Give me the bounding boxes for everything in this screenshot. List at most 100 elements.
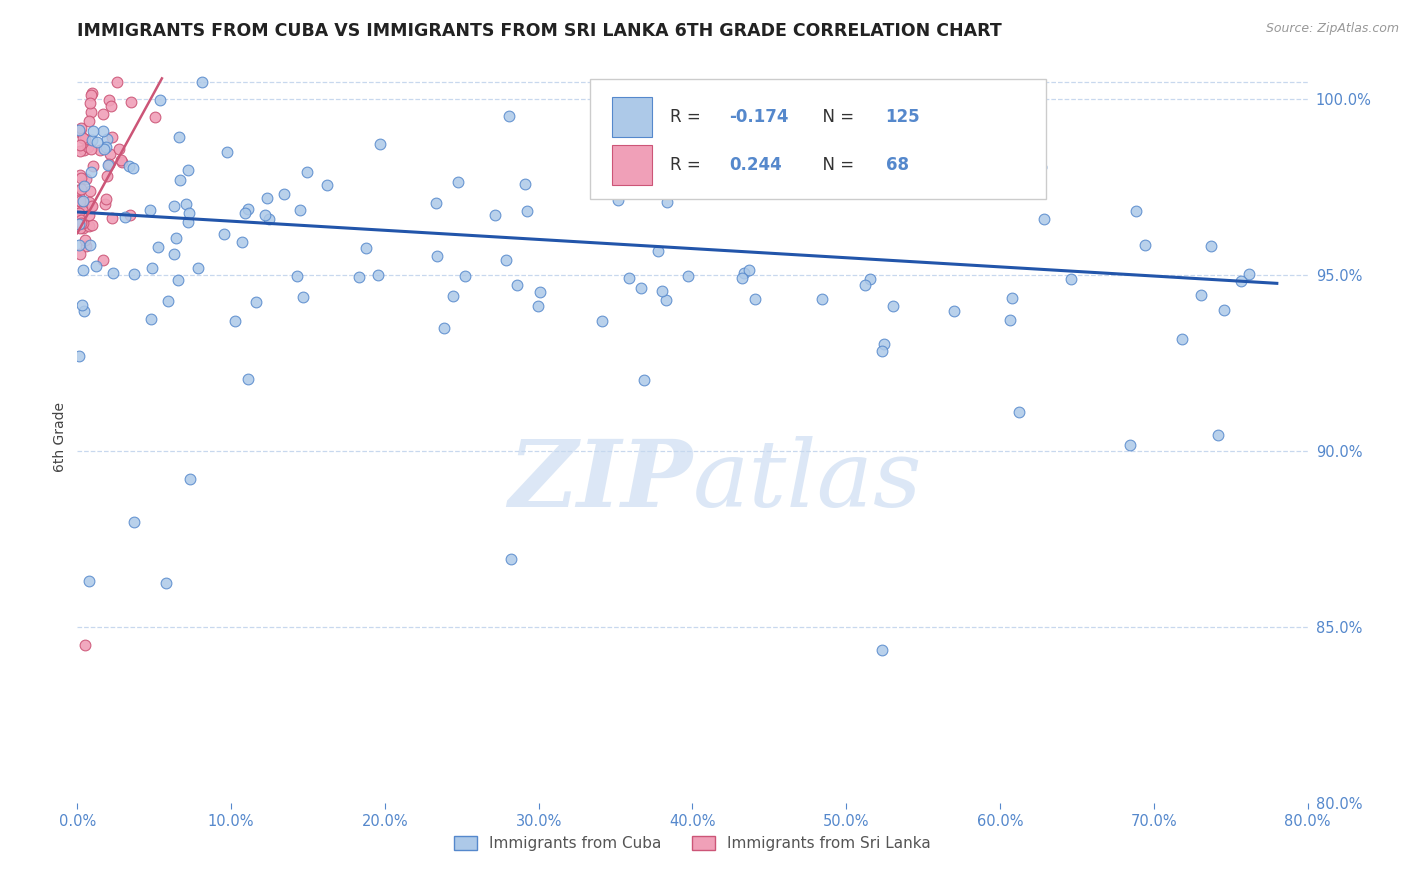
Point bbox=[157, 294, 180, 309]
Point bbox=[498, 109, 520, 123]
Point bbox=[77, 219, 100, 233]
Point bbox=[368, 137, 391, 152]
Point bbox=[354, 241, 377, 255]
Text: 68: 68 bbox=[886, 155, 908, 174]
Point bbox=[93, 142, 115, 156]
Point bbox=[179, 472, 201, 486]
Point bbox=[69, 247, 91, 261]
Point bbox=[1212, 302, 1234, 317]
Point bbox=[69, 194, 91, 208]
Point bbox=[1206, 428, 1229, 442]
Text: Source: ZipAtlas.com: Source: ZipAtlas.com bbox=[1265, 22, 1399, 36]
Point bbox=[1237, 267, 1260, 281]
Point bbox=[811, 292, 834, 306]
Point bbox=[245, 295, 267, 310]
Point bbox=[853, 278, 876, 293]
Point bbox=[82, 87, 104, 101]
Point bbox=[163, 199, 186, 213]
Point bbox=[118, 159, 141, 173]
Point bbox=[91, 124, 114, 138]
Point bbox=[77, 195, 100, 210]
Point bbox=[426, 249, 449, 263]
Point bbox=[433, 320, 456, 334]
Point bbox=[149, 93, 172, 107]
Point bbox=[98, 93, 121, 107]
Point bbox=[447, 175, 470, 189]
Point bbox=[79, 88, 101, 103]
Point bbox=[67, 217, 90, 231]
Point bbox=[231, 235, 253, 249]
Point bbox=[143, 110, 166, 124]
Point bbox=[292, 290, 315, 304]
Point bbox=[79, 114, 101, 128]
Text: -0.174: -0.174 bbox=[730, 108, 789, 126]
Point bbox=[676, 268, 699, 283]
Point bbox=[120, 208, 142, 222]
Text: 125: 125 bbox=[886, 108, 921, 126]
Text: R =: R = bbox=[671, 108, 706, 126]
Point bbox=[67, 193, 90, 207]
Point bbox=[67, 349, 90, 363]
Text: N =: N = bbox=[811, 155, 859, 174]
Point bbox=[69, 221, 91, 235]
Point bbox=[288, 203, 311, 218]
Point bbox=[80, 218, 103, 232]
Point bbox=[146, 240, 169, 254]
Point bbox=[94, 140, 117, 154]
Point bbox=[98, 146, 121, 161]
Point bbox=[163, 247, 186, 261]
Point bbox=[633, 373, 655, 387]
Point bbox=[86, 135, 108, 149]
FancyBboxPatch shape bbox=[591, 78, 1046, 200]
Point bbox=[72, 131, 94, 145]
Text: 0.244: 0.244 bbox=[730, 155, 782, 174]
Point bbox=[651, 284, 673, 298]
Point bbox=[499, 552, 522, 566]
Point bbox=[870, 643, 893, 657]
Point bbox=[253, 208, 276, 222]
Point bbox=[285, 268, 308, 283]
Point bbox=[1060, 272, 1083, 286]
Point bbox=[98, 156, 121, 170]
Point bbox=[89, 143, 111, 157]
Point bbox=[67, 212, 90, 227]
Point bbox=[273, 186, 295, 201]
Point bbox=[73, 638, 96, 652]
Point bbox=[527, 299, 550, 313]
Point bbox=[441, 289, 464, 303]
Point bbox=[67, 205, 90, 219]
Point bbox=[79, 96, 101, 111]
Point bbox=[69, 145, 91, 159]
Point bbox=[84, 259, 107, 273]
Point bbox=[1033, 211, 1056, 226]
Point bbox=[72, 194, 94, 208]
Point bbox=[70, 213, 93, 227]
Point bbox=[256, 192, 278, 206]
Point bbox=[67, 193, 90, 207]
Point bbox=[76, 139, 98, 153]
Point bbox=[215, 145, 238, 159]
Point bbox=[630, 281, 652, 295]
Point bbox=[73, 200, 96, 214]
Point bbox=[67, 202, 90, 216]
Point bbox=[67, 198, 90, 212]
Point bbox=[105, 75, 128, 89]
Point bbox=[1029, 160, 1052, 174]
Point bbox=[155, 575, 177, 590]
Point bbox=[91, 107, 114, 121]
Point bbox=[122, 267, 145, 281]
Point bbox=[69, 138, 91, 153]
Point bbox=[75, 172, 97, 186]
Point bbox=[454, 268, 477, 283]
Point bbox=[94, 192, 117, 206]
Point bbox=[1171, 332, 1194, 346]
Point bbox=[873, 337, 896, 351]
Point bbox=[738, 263, 761, 277]
Point bbox=[859, 272, 882, 286]
Point bbox=[238, 372, 260, 386]
Point bbox=[122, 515, 145, 529]
Point bbox=[167, 130, 190, 145]
Point bbox=[79, 184, 101, 198]
Point bbox=[190, 75, 212, 89]
Point bbox=[257, 211, 280, 226]
